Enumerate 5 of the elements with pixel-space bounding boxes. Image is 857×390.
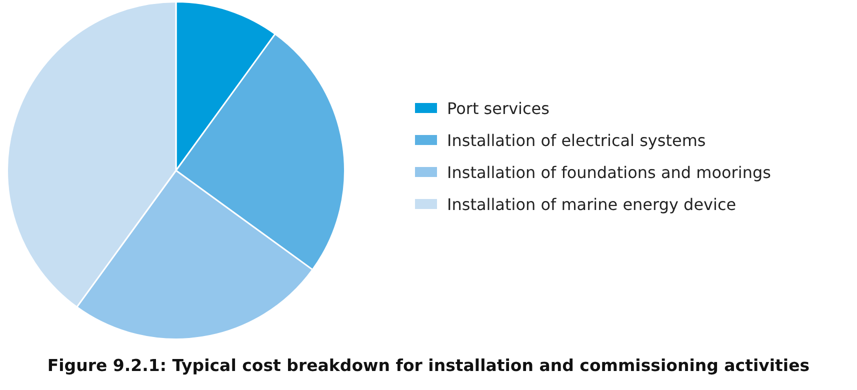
legend-label: Port services: [447, 98, 550, 118]
legend-label: Installation of electrical systems: [447, 130, 706, 150]
text: Figure 9.2.1: Typical cost breakdown for installation and commissioning activities: [46, 356, 811, 375]
legend-label: Installation of marine energy device: [447, 194, 736, 214]
legend-label: Installation of foundations and moorings: [447, 162, 771, 182]
